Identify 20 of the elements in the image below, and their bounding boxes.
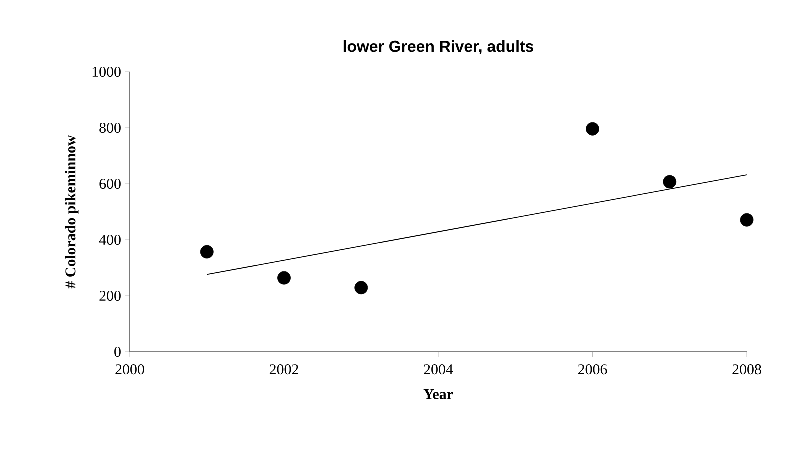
x-tick-label: 2004 [424,364,454,375]
x-tick-label: 2002 [270,364,298,375]
chart-title: lower Green River, adults [344,40,534,54]
x-axis-title: Year [424,389,454,400]
x-tick-label: 2000 [116,364,144,375]
point [740,213,754,227]
y-tick-label: 0 [114,346,121,358]
x-tick-label: 2008 [732,364,762,375]
y-axis-title: # Colorado pikeminnow [65,135,79,289]
point [586,122,600,136]
y-tick-label: 600 [100,178,121,190]
point [200,245,214,259]
y-tick-label: 400 [99,234,121,246]
x-tick-label: 2006 [578,364,608,375]
y-tick-label: 800 [100,122,121,134]
y-tick-label: 200 [100,290,121,302]
y-tick-label: 1000 [92,66,121,78]
point [354,281,368,295]
point [663,175,677,189]
point [278,271,291,285]
